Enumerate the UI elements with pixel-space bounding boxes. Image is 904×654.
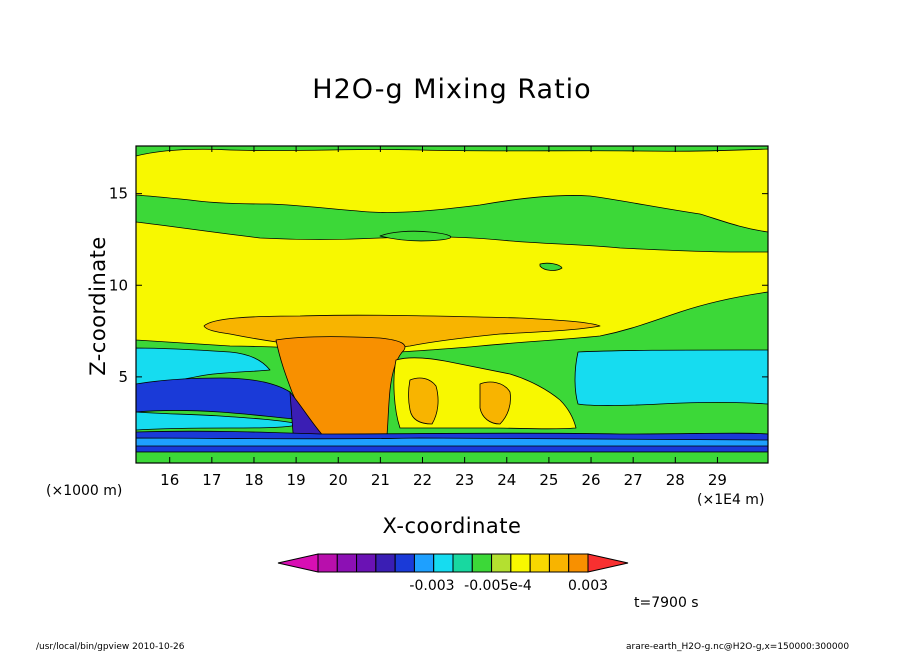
colorbar-segment — [548, 553, 570, 573]
colorbar-segment — [452, 553, 473, 573]
time-label: t=7900 s — [634, 595, 699, 611]
colorbar-segment — [317, 553, 338, 573]
footer-left: /usr/local/bin/gpview 2010-10-26 — [36, 642, 185, 652]
colorbar-segment — [491, 553, 512, 573]
colorbar-tick-label: -0.003 — [409, 578, 454, 594]
colorbar-tick-label: -0.005e-4 — [464, 578, 532, 594]
chart-title: H2O-g Mixing Ratio — [312, 74, 592, 105]
x-tick-label: 23 — [455, 471, 474, 489]
colorbar-segment — [510, 553, 531, 573]
colorbar-segment — [394, 553, 415, 573]
green-patch-mid — [539, 262, 563, 271]
x-tick-label: 19 — [287, 471, 306, 489]
green-ground-layer — [136, 451, 768, 463]
y-tick-label: 10 — [109, 276, 128, 294]
cyan-right-region — [574, 349, 768, 406]
yellow-region-upper — [136, 148, 768, 233]
x-tick-label: 20 — [329, 471, 348, 489]
colorbar-segment — [375, 553, 396, 573]
footer-right: arare-earth_H2O-g.nc@H2O-g,x=150000:3000… — [626, 642, 850, 652]
colorbar-left-arrow — [277, 553, 319, 573]
green-patch-upper — [379, 230, 452, 242]
x-tick-label: 17 — [202, 471, 221, 489]
x-tick-label: 24 — [497, 471, 516, 489]
colorbar-segment — [413, 553, 435, 573]
colorbar-segment — [471, 553, 493, 573]
colorbar-tick-label: 0.003 — [568, 578, 608, 594]
colorbar-segment — [433, 553, 454, 573]
x-multiplier-label: (×1E4 m) — [697, 492, 765, 508]
colorbar-segment — [336, 553, 358, 573]
x-unit-label: (×1000 m) — [46, 483, 123, 499]
x-tick-label: 29 — [708, 471, 727, 489]
colorbar-segment — [356, 553, 377, 573]
orange-cells-right — [408, 377, 511, 425]
x-tick-label: 25 — [539, 471, 558, 489]
y-tick-label: 15 — [109, 185, 128, 203]
x-tick-label: 28 — [666, 471, 685, 489]
x-tick-label: 18 — [244, 471, 263, 489]
x-tick-label: 16 — [160, 471, 179, 489]
colorbar-right-arrow — [587, 553, 629, 573]
cyan-band-lower — [136, 437, 768, 447]
x-tick-label: 26 — [581, 471, 600, 489]
x-axis-label: X-coordinate — [382, 514, 522, 538]
y-tick-label: 5 — [118, 368, 128, 386]
colorbar — [277, 553, 629, 573]
x-tick-label: 27 — [624, 471, 643, 489]
colorbar-segment — [568, 553, 589, 573]
x-tick-label: 21 — [371, 471, 390, 489]
colorbar-segment — [529, 553, 550, 573]
plot-frame — [135, 145, 769, 464]
x-tick-label: 22 — [413, 471, 432, 489]
